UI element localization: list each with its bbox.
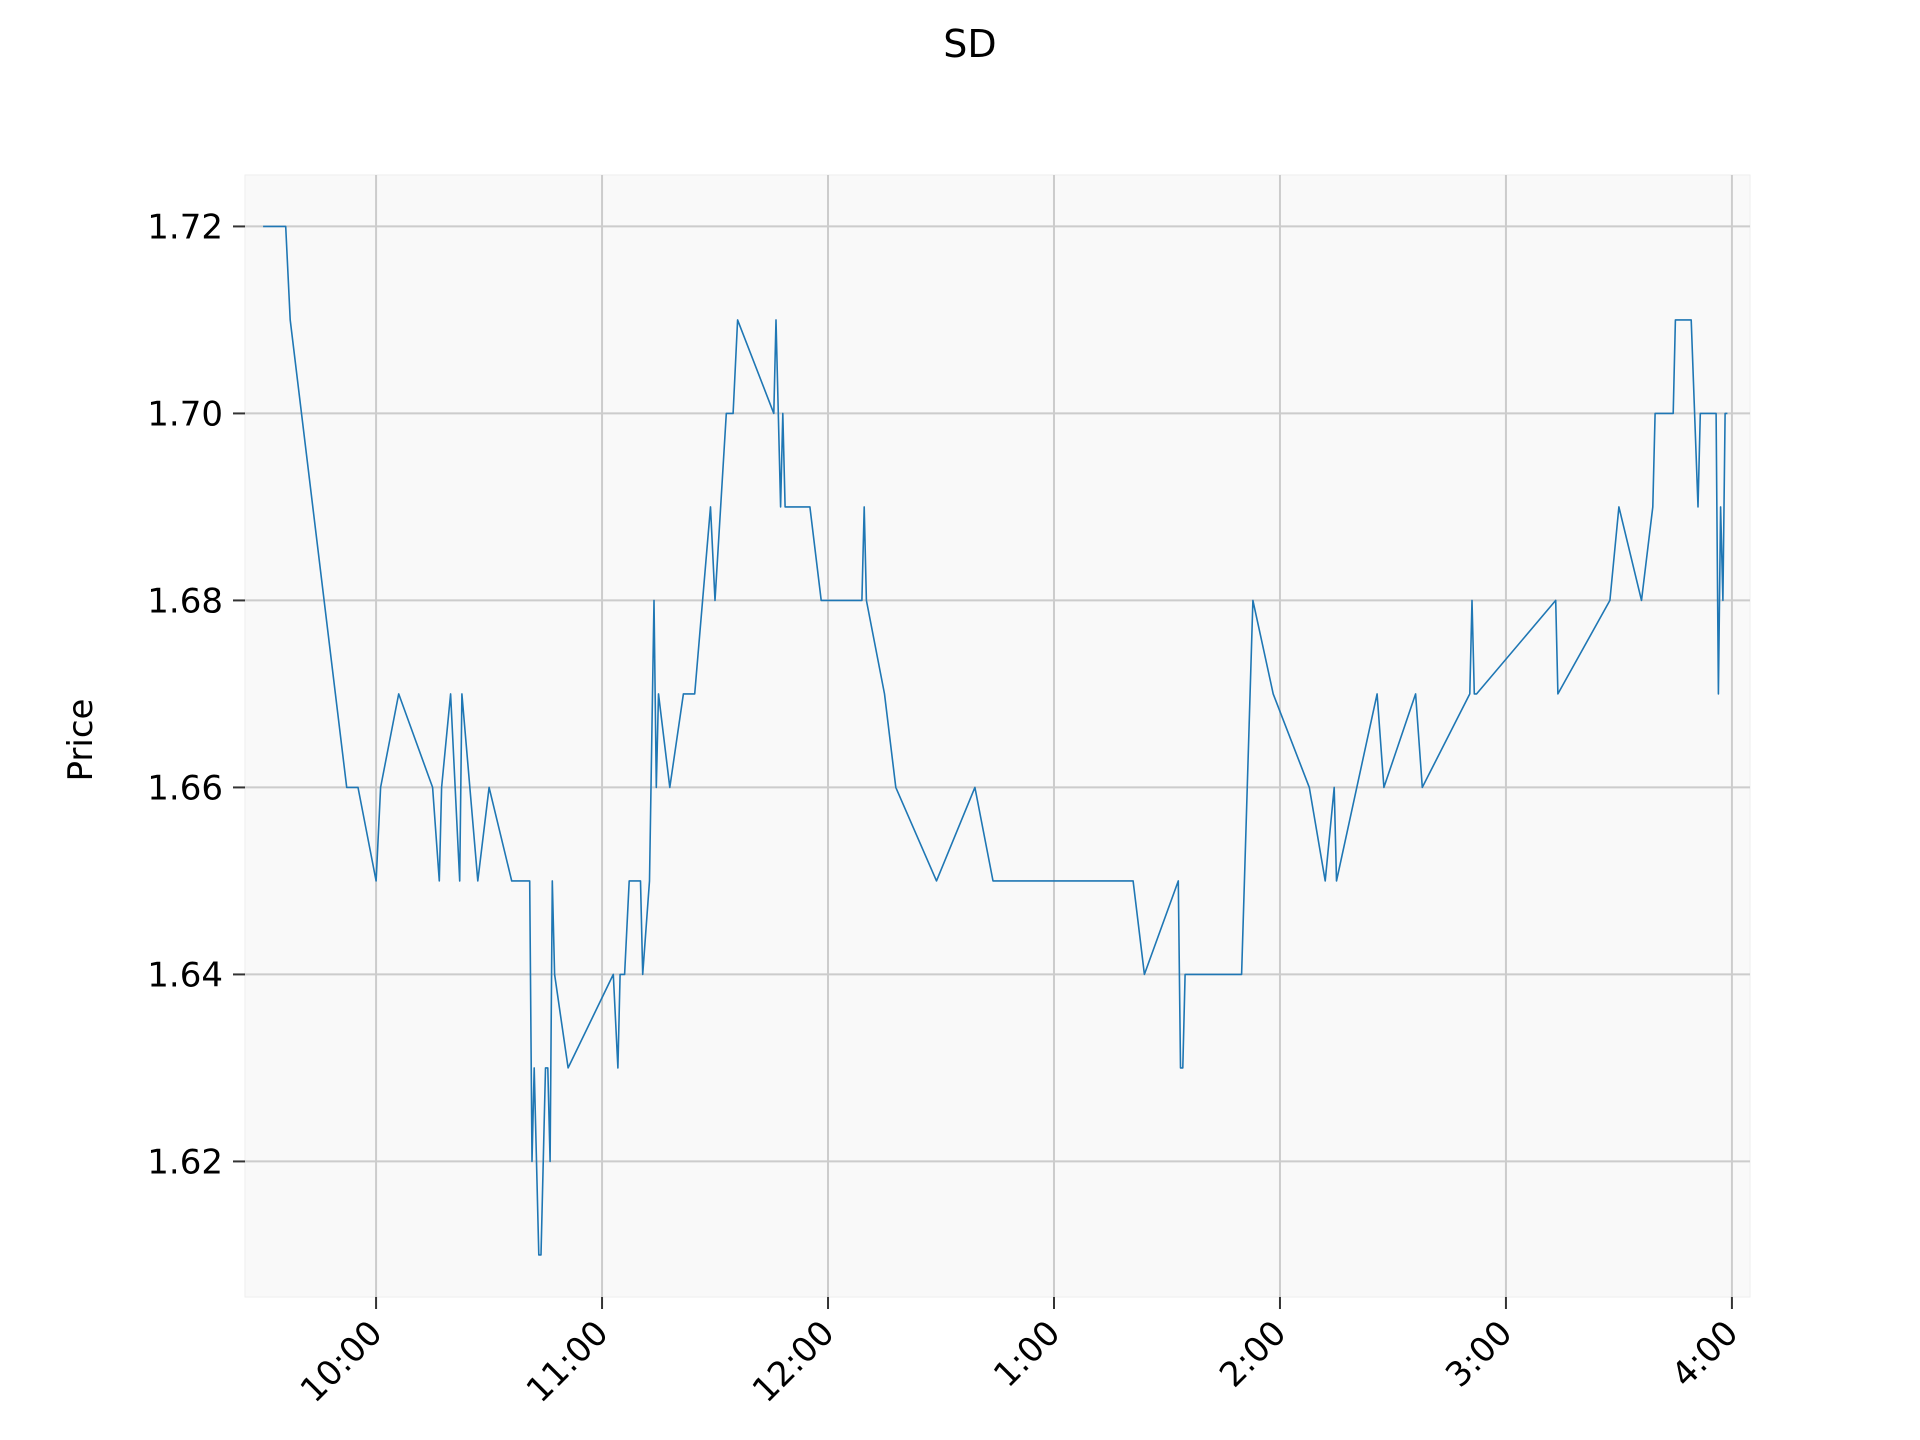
x-tick-label: 2:00 <box>1212 1313 1294 1395</box>
y-tick-label: 1.72 <box>147 207 223 247</box>
price-series-line <box>263 225 1728 1256</box>
x-tick-label: 4:00 <box>1664 1313 1746 1395</box>
x-tick-label: 11:00 <box>519 1313 617 1411</box>
y-tick-label: 1.64 <box>147 955 223 995</box>
x-tick-label: 12:00 <box>745 1313 843 1411</box>
chart-title: SD <box>943 22 997 66</box>
x-tick-label: 1:00 <box>986 1313 1068 1395</box>
y-axis-label: Price <box>61 699 101 782</box>
y-tick-label: 1.62 <box>147 1142 223 1182</box>
grid <box>245 175 1750 1297</box>
x-tick-label: 3:00 <box>1438 1313 1520 1395</box>
plot-area <box>244 174 1751 1298</box>
y-tick-label: 1.68 <box>147 581 223 621</box>
x-tick-label: 10:00 <box>293 1313 391 1411</box>
y-tick-label: 1.66 <box>147 768 223 808</box>
axes <box>233 225 1733 1309</box>
y-tick-label: 1.70 <box>147 394 223 434</box>
